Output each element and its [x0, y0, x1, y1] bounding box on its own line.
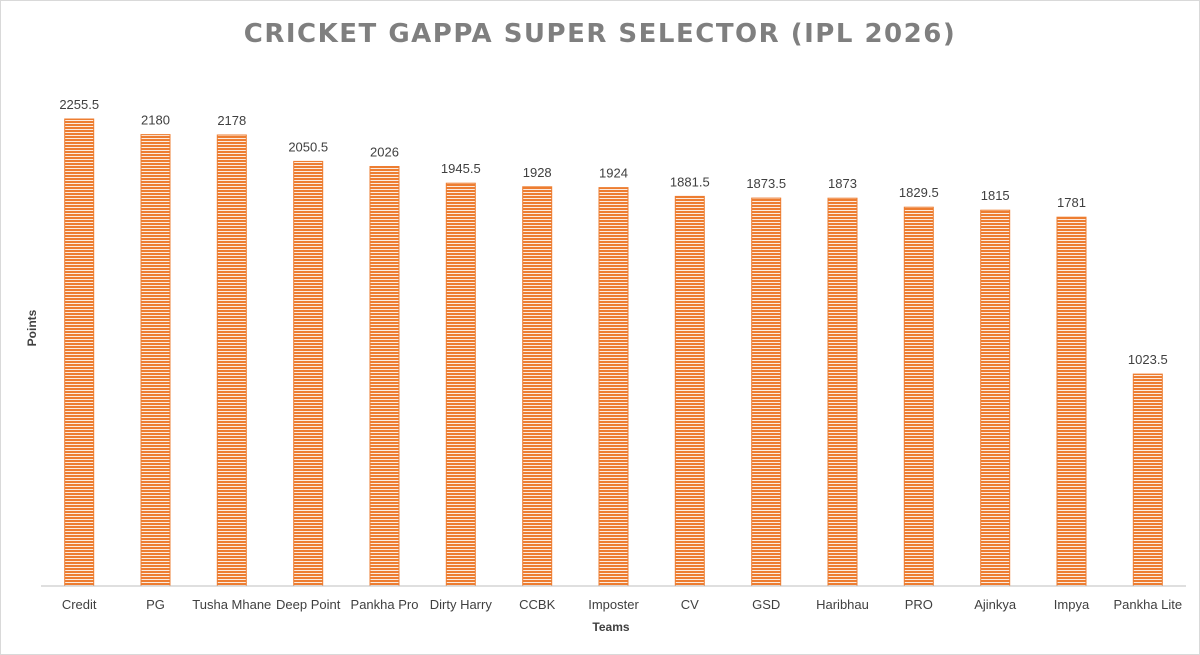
category-label-impya: Impya — [1054, 597, 1090, 612]
bar-ccbk — [522, 186, 553, 587]
data-label-deep-point: 2050.5 — [288, 139, 328, 154]
y-axis-title: Points — [25, 309, 39, 346]
data-label-imposter: 1924 — [599, 166, 628, 181]
bar-pankha-pro — [369, 166, 400, 587]
bar-imposter — [598, 187, 629, 587]
bar-gsd — [751, 197, 782, 587]
category-label-cv: CV — [681, 597, 699, 612]
data-label-pro: 1829.5 — [899, 185, 939, 200]
data-label-cv: 1881.5 — [670, 174, 710, 189]
category-label-deep-point: Deep Point — [276, 597, 341, 612]
x-axis-title: Teams — [592, 620, 629, 634]
bar-deep-point — [293, 160, 324, 587]
bar-pg — [140, 134, 171, 587]
bar-tusha-mhane — [216, 134, 247, 587]
data-label-tusha-mhane: 2178 — [217, 113, 246, 128]
data-label-pg: 2180 — [141, 113, 170, 128]
data-label-ajinkya: 1815 — [981, 188, 1010, 203]
bar-impya — [1056, 216, 1087, 587]
bar-pro — [903, 206, 934, 587]
data-label-dirty-harry: 1945.5 — [441, 161, 481, 176]
chart-title: CRICKET GAPPA SUPER SELECTOR (IPL 2026) — [244, 19, 956, 49]
bar-haribhau — [827, 197, 858, 587]
data-label-impya: 1781 — [1057, 195, 1086, 210]
category-label-ajinkya: Ajinkya — [974, 597, 1017, 612]
bar-pankha-lite — [1132, 373, 1163, 587]
category-label-pankha-pro: Pankha Pro — [351, 597, 419, 612]
bar-ajinkya — [980, 209, 1011, 587]
data-label-ccbk: 1928 — [523, 165, 552, 180]
data-label-pankha-pro: 2026 — [370, 145, 399, 160]
bar-dirty-harry — [445, 182, 476, 587]
category-label-pankha-lite: Pankha Lite — [1113, 597, 1182, 612]
category-label-gsd: GSD — [752, 597, 780, 612]
bar-cv — [674, 195, 705, 587]
category-label-haribhau: Haribhau — [816, 597, 869, 612]
bars-layer — [64, 118, 1163, 587]
category-label-tusha-mhane: Tusha Mhane — [192, 597, 271, 612]
data-label-gsd: 1873.5 — [746, 176, 786, 191]
category-label-dirty-harry: Dirty Harry — [430, 597, 493, 612]
data-label-pankha-lite: 1023.5 — [1128, 352, 1168, 367]
category-label-pro: PRO — [905, 597, 933, 612]
data-labels-layer: 2255.5 2180 2178 2050.5 2026 1945.5 1928 1924 18… — [59, 97, 1167, 367]
category-label-ccbk: CCBK — [519, 597, 555, 612]
category-label-credit: Credit — [62, 597, 97, 612]
category-labels-layer: Credit PG Tusha Mhane Deep Point Pankha Pro D… — [62, 597, 1182, 612]
category-label-pg: PG — [146, 597, 165, 612]
data-label-haribhau: 1873 — [828, 176, 857, 191]
bar-credit — [64, 118, 95, 587]
category-label-imposter: Imposter — [588, 597, 639, 612]
data-label-credit: 2255.5 — [59, 97, 99, 112]
